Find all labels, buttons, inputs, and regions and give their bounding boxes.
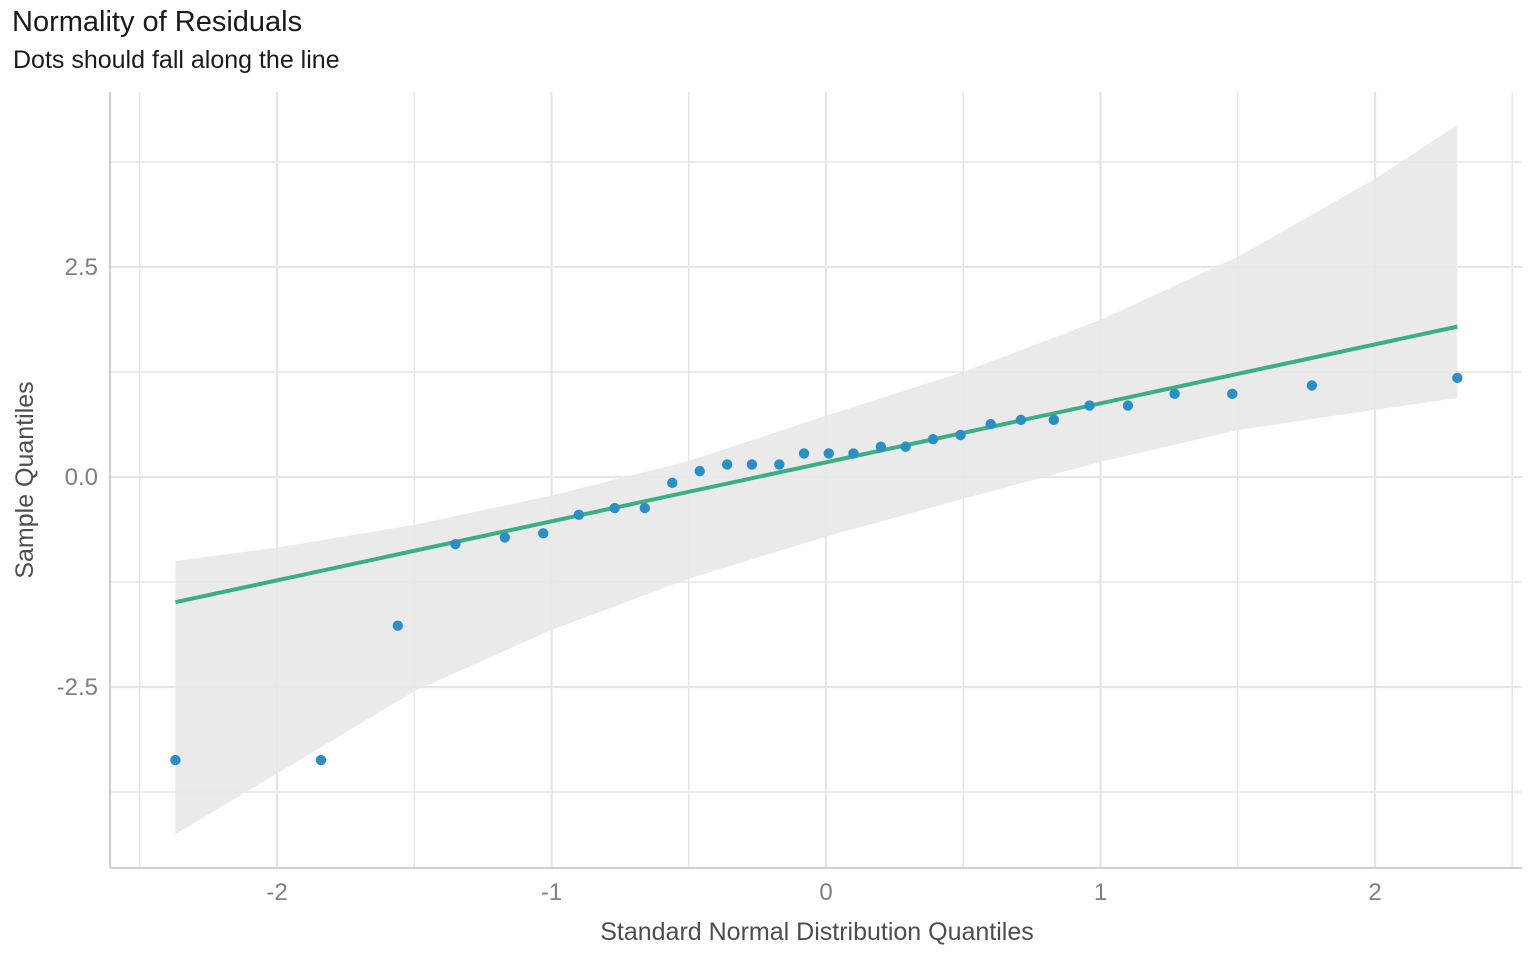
data-point [875,441,887,452]
data-point [1015,414,1027,426]
data-point [721,459,733,470]
y-tick-label: -2.5 [57,674,98,701]
data-point [450,539,461,550]
x-tick-label: -2 [266,879,287,906]
data-point [955,429,966,441]
data-point [1452,372,1463,384]
chart-subtitle: Dots should fall along the line [13,46,340,74]
data-point [985,418,996,430]
x-tick-label: 0 [819,879,832,906]
data-point [170,754,181,766]
data-point [392,620,403,631]
reference-line-layer [175,324,1458,605]
data-point [1227,388,1238,400]
data-point [900,441,911,452]
data-point [1084,400,1095,411]
x-tick-label: -1 [541,879,562,906]
data-point [1306,380,1318,391]
data-point [823,448,834,459]
data-point [609,502,620,514]
data-point [1048,414,1060,426]
x-axis-title: Standard Normal Distribution Quantiles [600,918,1034,946]
data-point [774,459,785,470]
data-point [927,434,939,445]
data-point [499,532,511,543]
data-point [848,448,859,459]
data-point [746,459,758,470]
data-point [798,448,810,459]
axes [109,92,1522,869]
data-point [573,509,585,520]
x-tick-label: 1 [1094,879,1107,906]
chart-title: Normality of Residuals [12,6,303,38]
y-axis-title: Sample Quantiles [11,381,39,578]
data-point [694,465,705,477]
x-tick-label: 2 [1368,879,1381,906]
data-point [538,528,549,539]
data-point [1169,388,1180,400]
data-point [639,502,651,514]
y-tick-label: 0.0 [65,464,98,491]
data-point [315,754,327,766]
data-point [1122,400,1134,411]
data-point [667,477,678,489]
y-tick-label: 2.5 [65,254,98,281]
confidence-band-layer [175,125,1458,834]
reference-line [175,324,1458,605]
tick-labels: -2 -1 0 1 2 -2.5 0.0 2.5 [57,254,1382,906]
points-layer [170,372,1463,766]
confidence-band [175,125,1458,834]
